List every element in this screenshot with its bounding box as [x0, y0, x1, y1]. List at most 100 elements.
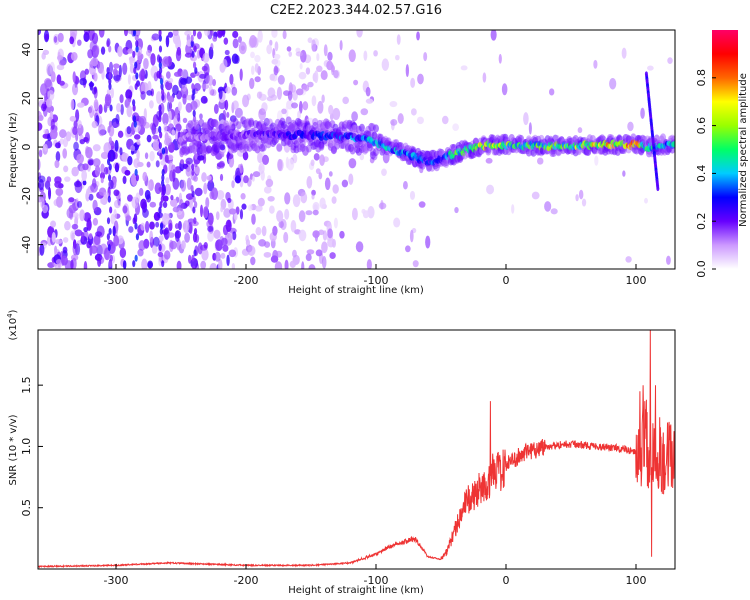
colorbar-tick-label: 0.4 [695, 165, 708, 183]
spectrogram-cell [180, 179, 187, 192]
spectrogram-cell [341, 179, 349, 188]
spectrogram-cell [373, 124, 379, 133]
spectrogram-cell [68, 197, 75, 203]
spectrogram-cell [132, 217, 136, 225]
spectrogram-cell [133, 120, 137, 128]
spectrogram-cell [73, 180, 82, 188]
spectrogram-cell [140, 90, 146, 100]
spectrogram-cell [125, 215, 132, 222]
spectrogram-cell [274, 41, 279, 52]
spectrogram-cell [220, 252, 226, 259]
spectrogram-cell [57, 32, 64, 43]
spectrogram-cell [190, 40, 194, 48]
spectrogram-cell [205, 197, 210, 209]
spectrogram-cell [200, 204, 204, 218]
spectrogram-cell [207, 180, 215, 192]
spectrogram-cell [363, 50, 368, 61]
spectrogram-cell [58, 60, 67, 66]
spectrogram-cell [155, 91, 162, 104]
spectrogram-cell [201, 65, 208, 72]
spectrogram-cell [301, 261, 305, 269]
spectrogram-cell [134, 61, 138, 69]
spectrogram-cell [118, 64, 122, 78]
spectrogram-cell [135, 45, 139, 53]
spectrogram-cell [135, 40, 139, 48]
spectrogram-cell [41, 52, 46, 60]
spectrogram-cell [164, 132, 169, 142]
spectrogram-cell [536, 157, 544, 165]
spectrogram-x-tick-label: -200 [234, 274, 259, 287]
spectrogram-cell [306, 249, 315, 255]
spectrogram-cell [107, 195, 111, 203]
spectrogram-cell [108, 260, 112, 268]
spectrogram-cell [46, 63, 52, 76]
spectrogram-cell [249, 77, 255, 90]
spectrogram-cell [138, 187, 144, 196]
spectrogram-cell [182, 222, 187, 230]
spectrogram-cell [277, 158, 283, 171]
spectrogram-cell [176, 260, 182, 269]
spectrogram-cell [191, 83, 195, 91]
spectrogram-cell [218, 258, 223, 269]
spectrogram-cell [318, 172, 323, 180]
spectrogram-cell [163, 250, 171, 260]
spectrogram-cell [186, 177, 192, 190]
spectrogram-cell [351, 111, 358, 122]
spectrogram-cell [71, 232, 75, 241]
spectrogram-cell [284, 192, 291, 205]
spectrogram-cell [266, 44, 273, 55]
spectrogram-cell [109, 254, 113, 262]
spectrogram-cell [90, 57, 99, 67]
spectrogram-cell [274, 59, 281, 67]
spectrogram-cell [218, 140, 225, 149]
spectrogram-cell [147, 260, 153, 269]
spectrogram-cell [192, 232, 198, 243]
spectrogram-cell [114, 162, 120, 173]
spectrogram-cell [149, 230, 154, 243]
spectrogram-cell [625, 256, 632, 263]
spectrogram-cell [172, 206, 180, 213]
spectrogram-cell [549, 88, 555, 96]
spectrogram-cell [108, 227, 112, 235]
spectrogram-cell [168, 110, 172, 124]
spectrogram-cell [262, 154, 270, 166]
spectrogram-cell [251, 175, 255, 182]
spectrogram-cell [348, 158, 357, 169]
spectrogram-cell [281, 108, 287, 115]
spectrogram-cell [199, 113, 203, 120]
spectrogram-cell [218, 99, 227, 110]
spectrogram-cell [162, 195, 169, 202]
spectrogram-cell [107, 158, 111, 166]
spectrogram-cell [316, 65, 323, 73]
spectrogram-cell [103, 191, 110, 199]
spectrogram-cell [305, 144, 312, 153]
spectrogram-cell [149, 201, 157, 208]
spectrogram-cell [316, 53, 320, 62]
spectrogram-cell [43, 129, 48, 135]
spectrogram-cell [417, 116, 424, 125]
spectrogram-cell [88, 105, 94, 119]
spectrogram-cell [119, 247, 127, 259]
spectrogram-cell [287, 90, 293, 101]
spectrogram-cell [161, 168, 165, 176]
spectrogram-cell [180, 159, 185, 165]
spectrogram-cell [74, 229, 83, 237]
spectrogram-cell [544, 201, 552, 212]
spectrogram-cell [83, 261, 88, 269]
spectrogram-cell [305, 67, 311, 75]
spectrogram-cell [192, 109, 196, 117]
spectrogram-cell [254, 205, 263, 212]
spectrogram-x-tick-label: -100 [364, 274, 389, 287]
spectrogram-cell [235, 206, 240, 215]
spectrogram-cell [328, 171, 333, 177]
spectrogram-cell [203, 182, 208, 195]
spectrogram-cell [197, 31, 202, 40]
spectrogram-x-tick-label: -300 [104, 274, 129, 287]
spectrogram-cell [269, 39, 273, 46]
spectrogram-cell [162, 56, 171, 67]
spectrogram-cell [163, 122, 168, 133]
spectrogram-cell [405, 245, 411, 253]
spectrogram-cell [267, 195, 275, 202]
spectrogram-cell [320, 70, 328, 81]
